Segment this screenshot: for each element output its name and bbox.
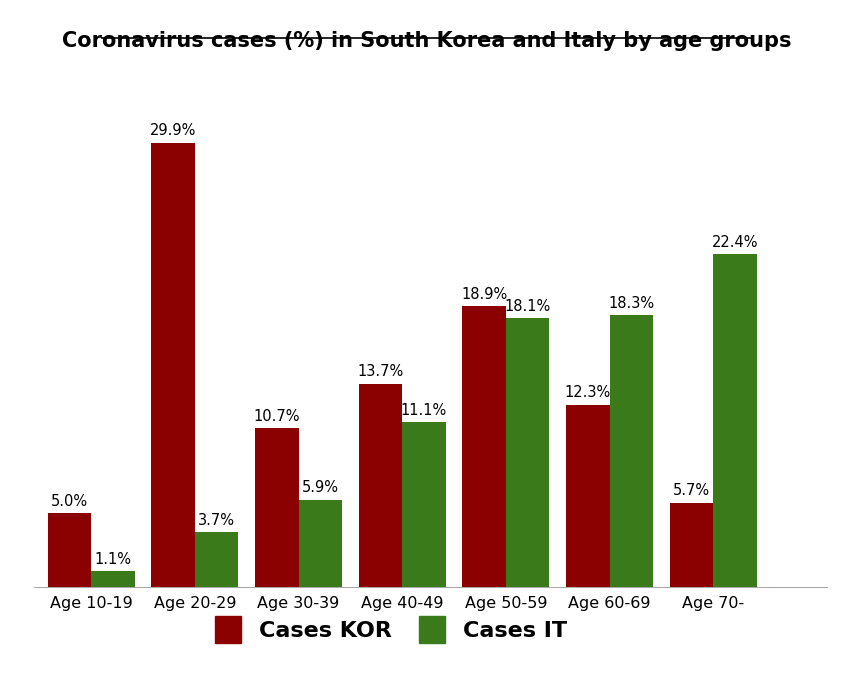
Text: 18.1%: 18.1%	[504, 299, 550, 314]
Bar	[91, 571, 135, 587]
Bar	[359, 384, 402, 587]
Bar	[669, 503, 712, 587]
Bar	[151, 143, 194, 587]
Text: 5.0%: 5.0%	[51, 494, 88, 509]
Text: 11.1%: 11.1%	[400, 403, 446, 418]
Bar	[566, 404, 609, 587]
Bar	[505, 318, 549, 587]
Text: 5.9%: 5.9%	[302, 480, 338, 495]
Bar	[298, 500, 342, 587]
Text: 18.3%: 18.3%	[607, 296, 653, 311]
Bar	[48, 513, 91, 587]
Text: 13.7%: 13.7%	[357, 364, 403, 379]
Text: 18.9%: 18.9%	[460, 287, 507, 302]
Legend: Cases KOR, Cases IT: Cases KOR, Cases IT	[204, 605, 578, 654]
Text: 12.3%: 12.3%	[564, 385, 610, 400]
Bar	[255, 428, 298, 587]
Text: 3.7%: 3.7%	[198, 513, 235, 528]
Text: 29.9%: 29.9%	[150, 124, 196, 139]
Bar	[194, 532, 238, 587]
Bar	[609, 316, 653, 587]
Text: Coronavirus cases (%) in South Korea and Italy by age groups: Coronavirus cases (%) in South Korea and…	[61, 31, 791, 51]
Bar	[712, 254, 756, 587]
Text: 5.7%: 5.7%	[672, 483, 710, 498]
Bar	[462, 307, 505, 587]
Text: 10.7%: 10.7%	[253, 409, 300, 424]
Text: 22.4%: 22.4%	[711, 235, 757, 250]
Bar	[402, 422, 446, 587]
Text: 1.1%: 1.1%	[95, 552, 131, 567]
